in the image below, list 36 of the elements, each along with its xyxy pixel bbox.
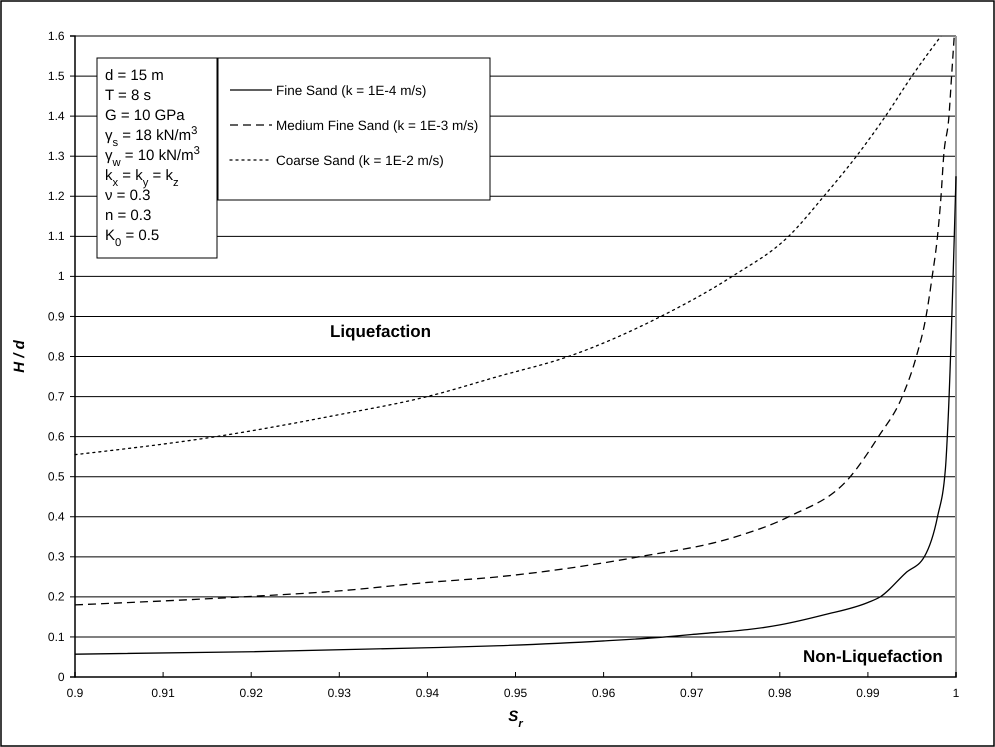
x-tick-label: 0.95 [504,686,528,700]
x-tick-label: 1 [952,686,960,700]
legend-label: Fine Sand (k = 1E-4 m/s) [276,83,426,98]
x-tick-label: 0.97 [680,686,704,700]
x-tick-label: 0.98 [768,686,792,700]
x-tick-label: 0.94 [416,686,440,700]
y-tick-label: 1.3 [48,149,65,164]
x-tick-label: 0.93 [328,686,352,700]
y-tick-label: 0.1 [48,630,65,644]
y-tick-label: 0.3 [48,550,65,564]
x-tick-label: 0.91 [151,686,176,700]
y-tick-label: 1 [58,269,65,284]
legend-label: Coarse Sand (k = 1E-2 m/s) [276,153,444,168]
x-axis-title: S$_{r}$ [508,708,524,730]
x-tick-label: 0.9 [66,686,84,700]
y-tick-label: 0 [58,670,65,684]
y-tick-label: 0.4 [48,510,65,524]
y-tick-label: 1.5 [48,68,65,83]
y-tick-label: 0.2 [48,590,65,604]
y-tick-label: 0.7 [48,389,65,404]
y-tick-label: 0.5 [48,470,65,484]
y-tick-label: 0.6 [48,429,65,444]
x-tick-label: 0.99 [856,686,880,700]
legend-label: Medium Fine Sand (k = 1E-3 m/s) [276,118,478,133]
y-axis-title: H / d [11,339,28,373]
y-tick-label: 0.9 [48,309,65,324]
y-tick-label: 1.1 [48,229,65,244]
y-tick-label: 1.6 [48,28,65,43]
x-tick-label: 0.96 [592,686,616,700]
annotation: Non-Liquefaction [803,647,943,666]
x-tick-label: 0.92 [240,686,264,700]
y-tick-label: 1.2 [48,189,65,204]
y-tick-label: 0.8 [48,349,65,364]
text: d = 15 m T = 8 s G = 10 GPa γ$_{s}$ = 18 kN/m$^{3}$ γ$_{w}$ = 10 kN/m$^{3}$ k$_{x}$ = k$_{y}$ = k$_{z}$ ν = 0.3 n = 0.3 K$_{0}$ = 0.5 [105,67,200,249]
y-tick-label: 1.4 [48,108,65,123]
annotation: Liquefaction [330,322,432,341]
